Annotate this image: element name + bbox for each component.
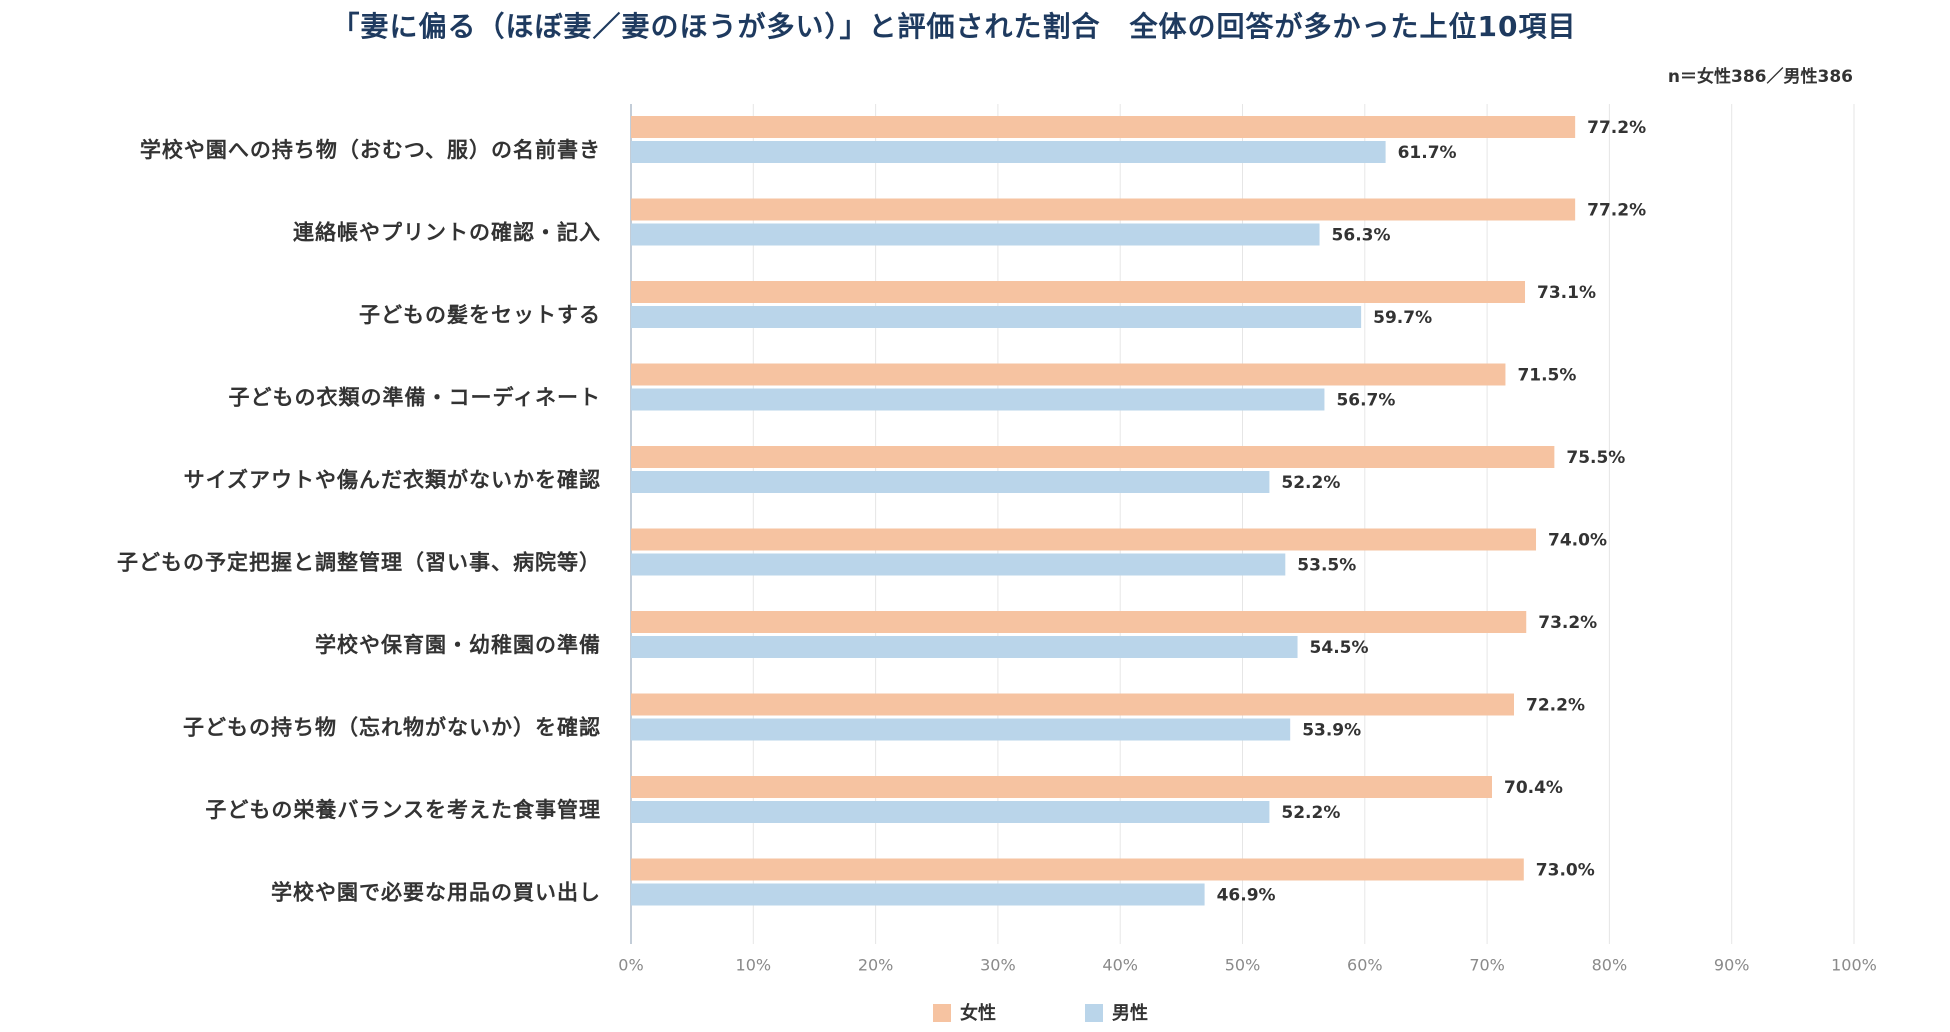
bar-female <box>631 693 1515 716</box>
bar-male <box>631 553 1286 576</box>
data-label-male: 59.7% <box>1373 308 1432 328</box>
bar-female <box>631 858 1524 881</box>
category-label: 子どもの栄養バランスを考えた食事管理 <box>205 798 601 822</box>
bar-male <box>631 883 1205 906</box>
data-label-female: 72.2% <box>1526 696 1585 716</box>
category-label: 子どもの持ち物（忘れ物がないか）を確認 <box>183 716 601 740</box>
category-label: 学校や園で必要な用品の買い出し <box>271 881 601 905</box>
data-label-male: 56.7% <box>1336 391 1395 411</box>
data-label-female: 73.0% <box>1536 861 1595 881</box>
category-label: 学校や園への持ち物（おむつ、服）の名前書き <box>140 138 601 162</box>
bar-female <box>631 116 1576 138</box>
legend-label-female: 女性 <box>960 1002 996 1024</box>
legend-swatch-male <box>1085 1004 1103 1022</box>
bar-male <box>631 141 1386 163</box>
category-label: 子どもの髪をセットする <box>359 303 601 327</box>
bar-female <box>631 446 1555 468</box>
legend-swatch-female <box>933 1004 951 1022</box>
data-label-female: 71.5% <box>1517 366 1576 386</box>
category-label: 学校や保育園・幼稚園の準備 <box>315 633 601 657</box>
data-label-female: 77.2% <box>1587 118 1646 138</box>
x-tick-label: 20% <box>858 956 894 975</box>
x-tick-label: 0% <box>618 956 643 975</box>
x-tick-label: 80% <box>1592 956 1628 975</box>
category-labels: 学校や園への持ち物（おむつ、服）の名前書き連絡帳やプリントの確認・記入子どもの髪… <box>117 138 601 905</box>
legend: 女性 男性 <box>933 1002 1148 1024</box>
category-label: 連絡帳やプリントの確認・記入 <box>293 221 601 245</box>
data-label-female: 75.5% <box>1566 448 1625 468</box>
data-label-female: 74.0% <box>1548 531 1607 551</box>
bar-female <box>631 611 1527 633</box>
data-label-male: 52.2% <box>1281 473 1340 493</box>
data-label-male: 53.9% <box>1302 721 1361 741</box>
x-tick-label: 100% <box>1831 956 1877 975</box>
data-label-female: 77.2% <box>1587 201 1646 221</box>
bar-male <box>631 636 1298 658</box>
bar-female <box>631 363 1506 386</box>
x-tick-label: 10% <box>736 956 772 975</box>
data-label-male: 56.3% <box>1332 226 1391 246</box>
legend-item-male: 男性 <box>1085 1002 1148 1024</box>
x-tick-label: 30% <box>980 956 1016 975</box>
data-label-female: 73.2% <box>1538 613 1597 633</box>
data-label-male: 54.5% <box>1310 638 1369 658</box>
bar-male <box>631 223 1320 246</box>
bar-male <box>631 388 1325 411</box>
chart-title: 「妻に偏る（ほぼ妻／妻のほうが多い）」と評価された割合 全体の回答が多かった上位… <box>331 10 1577 43</box>
bar-male <box>631 801 1270 823</box>
x-tick-label: 60% <box>1347 956 1383 975</box>
data-label-female: 73.1% <box>1537 283 1596 303</box>
legend-label-male: 男性 <box>1112 1002 1148 1024</box>
bar-female <box>631 528 1537 551</box>
bar-female <box>631 198 1576 221</box>
data-label-female: 70.4% <box>1504 778 1563 798</box>
x-tick-label: 50% <box>1225 956 1261 975</box>
bar-male <box>631 718 1291 741</box>
bar-female <box>631 776 1492 798</box>
data-label-male: 46.9% <box>1217 886 1276 906</box>
category-label: 子どもの予定把握と調整管理（習い事、病院等） <box>117 551 601 575</box>
x-tick-label: 40% <box>1102 956 1138 975</box>
bar-male <box>631 306 1362 328</box>
data-labels: 77.2% 61.7% 77.2% 56.3% 73.1% 59.7% 71.5% 56.7%… <box>1217 118 1647 906</box>
bars <box>631 116 1576 906</box>
bar-male <box>631 471 1270 493</box>
data-label-male: 61.7% <box>1398 143 1457 163</box>
x-tick-labels: 0% 10% 20% 30% 40% 50% 60% 70% 80% 90% 100% <box>618 956 1877 975</box>
x-tick-label: 70% <box>1469 956 1505 975</box>
data-label-male: 53.5% <box>1297 556 1356 576</box>
bar-female <box>631 281 1526 303</box>
x-tick-label: 90% <box>1714 956 1750 975</box>
category-label: サイズアウトや傷んだ衣類がないかを確認 <box>184 468 601 492</box>
sample-size-note: n＝女性386／男性386 <box>1667 67 1853 87</box>
legend-item-female: 女性 <box>933 1002 996 1024</box>
category-label: 子どもの衣類の準備・コーディネート <box>228 386 601 410</box>
data-label-male: 52.2% <box>1281 803 1340 823</box>
